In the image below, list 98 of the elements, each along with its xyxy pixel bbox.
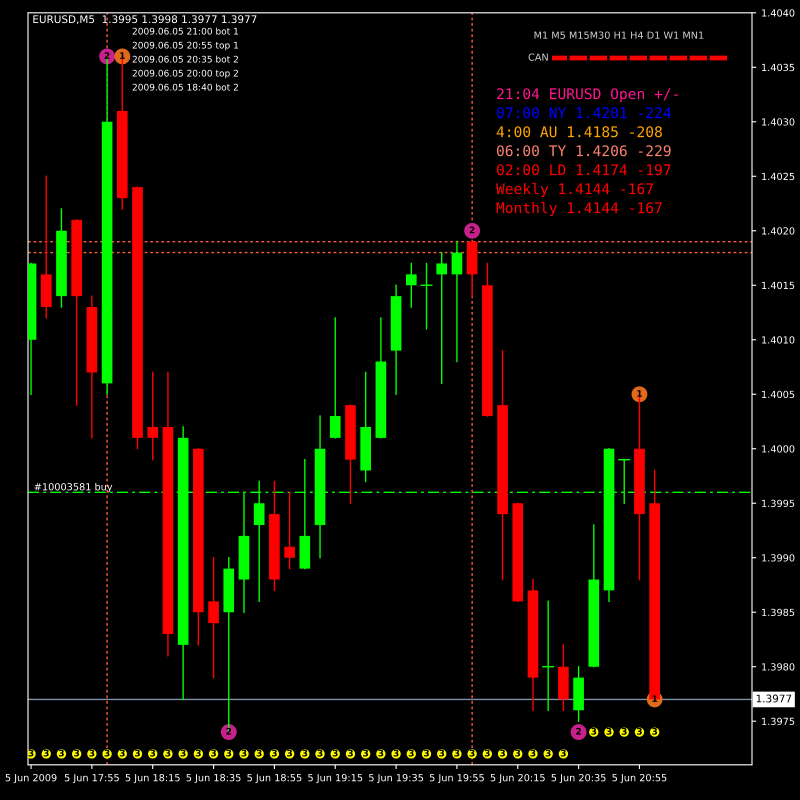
annotation: 3 (196, 750, 201, 757)
annotation: 2009.06.05 18:40 bot 2 (132, 84, 238, 91)
annotation: 4:00 AU 1.4185 -208 (496, 126, 662, 138)
ref-line-label: 1.3977 (756, 694, 792, 702)
annotation: 3 (165, 750, 170, 757)
y-tick-label: 1.3985 (762, 608, 794, 616)
candlestick (147, 372, 158, 460)
annotation: 3 (606, 728, 612, 735)
annotation: 3 (74, 750, 80, 757)
annotation: 3 (454, 750, 460, 757)
x-tick-label: 5 Jun 18:15 (126, 774, 180, 784)
y-tick-label: 1.4020 (762, 227, 794, 235)
candlestick (330, 317, 341, 439)
annotation: 3 (211, 750, 216, 757)
y-tick-label: 1.4010 (762, 336, 794, 344)
annotation: 2009.06.05 21:00 bot 1 (132, 28, 238, 35)
annotation: 2 (576, 728, 581, 735)
annotation: 3 (58, 750, 64, 757)
x-tick-label: 5 Jun 18:55 (247, 774, 302, 784)
candlestick (436, 252, 448, 384)
candlestick (284, 492, 295, 570)
annotation: 3 (636, 728, 642, 735)
annotation: 3 (150, 750, 156, 757)
annotation: Monthly 1.4144 -167 (496, 202, 662, 216)
annotation: 3 (120, 750, 125, 757)
x-tick-label: 5 Jun 19:35 (369, 774, 424, 784)
y-tick-label: 1.4030 (762, 118, 794, 126)
annotation: 3 (622, 728, 627, 735)
annotation: 3 (317, 750, 322, 757)
x-tick-label: 5 Jun 20:55 (612, 774, 666, 784)
annotation: 3 (256, 750, 262, 757)
annotation: 3 (241, 750, 246, 757)
annotation: Weekly 1.4144 -167 (496, 182, 653, 198)
annotation: 2 (470, 226, 474, 234)
annotation: 3 (394, 750, 399, 757)
annotation: 3 (515, 750, 520, 757)
annotation: 3 (378, 750, 384, 757)
annotation: 3 (439, 750, 444, 757)
annotation: 3 (363, 750, 368, 757)
y-tick-label: 1.4025 (762, 172, 794, 180)
candlestick (208, 557, 219, 678)
x-tick-label: 5 Jun 20:15 (490, 774, 545, 784)
annotation: 3 (272, 750, 277, 757)
annotation: 1 (637, 390, 642, 397)
annotation: 3 (134, 750, 140, 757)
annotation: 3 (28, 750, 34, 757)
y-tick-label: 1.3980 (762, 663, 794, 671)
annotation: 3 (44, 750, 49, 757)
annotation: 1 (120, 52, 125, 59)
y-tick-label: 1.3995 (762, 500, 794, 508)
candlestick (406, 262, 417, 308)
annotation: 3 (104, 750, 110, 757)
x-tick-label: 5 Jun 17:55 (64, 774, 119, 784)
annotation: 3 (348, 750, 353, 757)
y-tick-label: 1.3975 (762, 718, 794, 726)
annotation: 2 (104, 52, 110, 59)
annotation: 3 (470, 750, 475, 757)
annotation: 02:00 LD 1.4174 -197 (496, 164, 670, 176)
candlestick (452, 240, 462, 362)
annotation: 2 (226, 728, 232, 735)
chart-title: EURUSD,M5 1.3995 1.3998 1.3977 1.3977 (33, 15, 256, 24)
annotation: 3 (287, 750, 292, 757)
annotation: 3 (424, 750, 429, 757)
annotation: 3 (332, 750, 338, 757)
annotation: 3 (302, 750, 308, 757)
y-tick-label: 1.3990 (762, 554, 794, 562)
annotation: 3 (546, 750, 551, 757)
y-tick-label: 1.4005 (762, 390, 794, 398)
annotation: 1 (652, 695, 658, 702)
ref-line-label: #10003581 buy (34, 482, 112, 492)
y-tick-label: 1.4000 (762, 445, 794, 453)
annotation: 2009.06.05 20:00 top 2 (132, 70, 238, 78)
annotation: 2009.06.05 20:55 top 1 (132, 42, 238, 50)
y-tick-label: 1.4035 (762, 64, 794, 72)
x-tick-label: 5 Jun 18:35 (186, 774, 240, 784)
annotation: 3 (560, 750, 566, 757)
annotation: 3 (530, 750, 536, 757)
annotation: 3 (500, 750, 505, 757)
x-tick-label: 5 Jun 19:15 (308, 774, 362, 784)
annotation: 2009.06.05 20:35 bot 2 (132, 56, 238, 63)
annotation: 07:00 NY 1.4201 -224 (496, 107, 671, 118)
annotation: 21:04 EURUSD Open +/- (497, 88, 678, 102)
candlestick (542, 600, 554, 711)
annotation: 3 (226, 750, 232, 757)
y-tick-label: 1.4040 (762, 9, 794, 17)
x-tick-label: 5 Jun 19:55 (430, 774, 484, 784)
annotation: M1 M5 M15M30 H1 H4 D1 W1 MN1 (534, 31, 704, 39)
annotation: 3 (408, 750, 414, 757)
annotation: 06:00 TY 1.4206 -229 (496, 145, 671, 156)
x-tick-label: 5 Jun 20:35 (552, 774, 606, 784)
annotation: 3 (652, 728, 658, 735)
y-tick-label: 1.4015 (762, 282, 794, 290)
annotation: CAN (528, 53, 548, 61)
annotation: 3 (591, 728, 596, 735)
annotation: 3 (484, 750, 490, 757)
annotation: 3 (180, 750, 186, 757)
annotation: 3 (89, 750, 94, 757)
x-tick-label: 5 Jun 2009 (6, 774, 57, 784)
